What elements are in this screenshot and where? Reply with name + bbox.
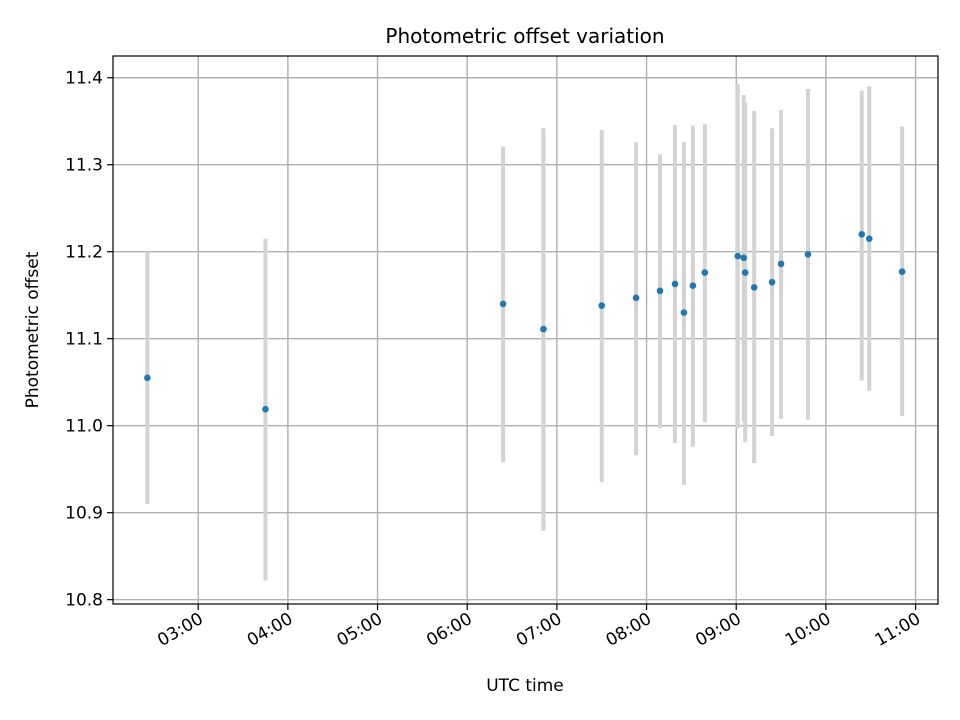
data-point xyxy=(898,268,906,276)
data-point xyxy=(680,309,688,316)
data-point xyxy=(858,231,866,238)
y-axis: 10.8 10.9 11.0 11.1 11.2 11.3 11.4 xyxy=(65,69,113,611)
y-tick-label: 10.8 xyxy=(65,591,103,611)
data-point xyxy=(632,294,640,302)
data-point xyxy=(804,251,812,258)
data-point xyxy=(598,302,606,309)
data-point xyxy=(540,325,547,333)
x-axis-title: UTC time xyxy=(486,676,564,696)
chart-title: Photometric offset variation xyxy=(385,24,664,48)
data-point xyxy=(768,278,776,286)
data-point xyxy=(740,254,748,262)
data-point xyxy=(671,280,679,288)
data-point xyxy=(741,269,749,276)
data-points xyxy=(144,231,906,413)
plot-frame xyxy=(112,55,939,605)
data-point xyxy=(262,405,269,413)
data-point xyxy=(499,300,507,308)
data-point xyxy=(689,282,697,289)
y-tick-label: 10.9 xyxy=(65,504,103,524)
y-axis-title: Photometric offset xyxy=(23,251,43,408)
data-point xyxy=(865,235,873,242)
data-point xyxy=(701,269,709,276)
data-point xyxy=(734,252,742,260)
y-tick-label: 11.4 xyxy=(65,69,103,89)
y-tick-label: 11.1 xyxy=(65,330,103,350)
grid xyxy=(113,56,938,604)
data-point xyxy=(144,374,151,382)
data-point xyxy=(750,284,758,291)
y-tick-label: 11.3 xyxy=(65,156,103,176)
y-tick-label: 11.0 xyxy=(65,417,103,437)
data-point xyxy=(777,260,785,268)
data-point xyxy=(656,287,664,295)
y-tick-label: 11.2 xyxy=(65,243,103,263)
